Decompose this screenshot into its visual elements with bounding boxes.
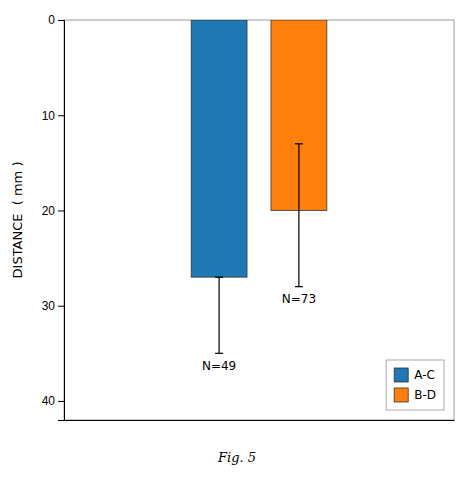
x-axis-line xyxy=(65,420,455,421)
error-cap xyxy=(215,277,223,278)
y-tick-label: 10 xyxy=(42,109,56,123)
legend-box xyxy=(386,360,444,410)
legend-swatch xyxy=(394,368,408,382)
y-tick: 20 xyxy=(42,204,64,218)
y-tick: 30 xyxy=(42,299,64,313)
series xyxy=(191,20,247,353)
legend-item: A-C xyxy=(394,368,435,383)
y-axis: 0 10 20 30 40 xyxy=(42,13,65,420)
marks xyxy=(191,20,327,353)
x-axis xyxy=(65,420,455,422)
bar xyxy=(191,20,247,277)
y-axis-line xyxy=(58,21,65,421)
error-bar xyxy=(298,144,299,287)
plot-area: N=49 N=73 0 10 20 30 40 A-C B-D xyxy=(42,13,455,420)
legend-swatch xyxy=(394,388,408,402)
y-tick-mark xyxy=(58,210,64,211)
series xyxy=(271,20,327,287)
y-tick-label: 30 xyxy=(42,299,56,313)
y-tick-label: 0 xyxy=(48,13,55,27)
y-tick: 40 xyxy=(42,394,64,408)
error-bar xyxy=(219,277,220,353)
y-tick-label: 40 xyxy=(42,394,56,408)
annotation: N=73 xyxy=(282,292,316,306)
y-tick-mark xyxy=(58,20,64,21)
error-cap xyxy=(215,353,223,354)
y-tick-mark xyxy=(58,115,64,116)
annotation: N=49 xyxy=(202,359,236,373)
chart-root: N=49 N=73 0 10 20 30 40 A-C B-D DISTANCE ( mm ) Fi… xyxy=(0,0,474,480)
legend-item: B-D xyxy=(394,388,436,403)
y-axis-label: DISTANCE ( mm ) xyxy=(10,162,25,279)
error-cap xyxy=(295,286,303,287)
legend-label: A-C xyxy=(414,368,435,382)
y-tick-mark xyxy=(58,306,64,307)
legend: A-C B-D xyxy=(386,360,444,410)
error-cap xyxy=(295,143,303,144)
y-tick: 10 xyxy=(42,109,64,123)
y-tick: 0 xyxy=(48,13,64,27)
y-tick-label: 20 xyxy=(42,204,56,218)
annotations: N=49 N=73 xyxy=(202,292,316,373)
caption: Fig. 5 xyxy=(217,450,256,465)
y-tick-mark xyxy=(58,401,64,402)
plot-frame xyxy=(64,20,454,420)
legend-label: B-D xyxy=(414,388,436,402)
